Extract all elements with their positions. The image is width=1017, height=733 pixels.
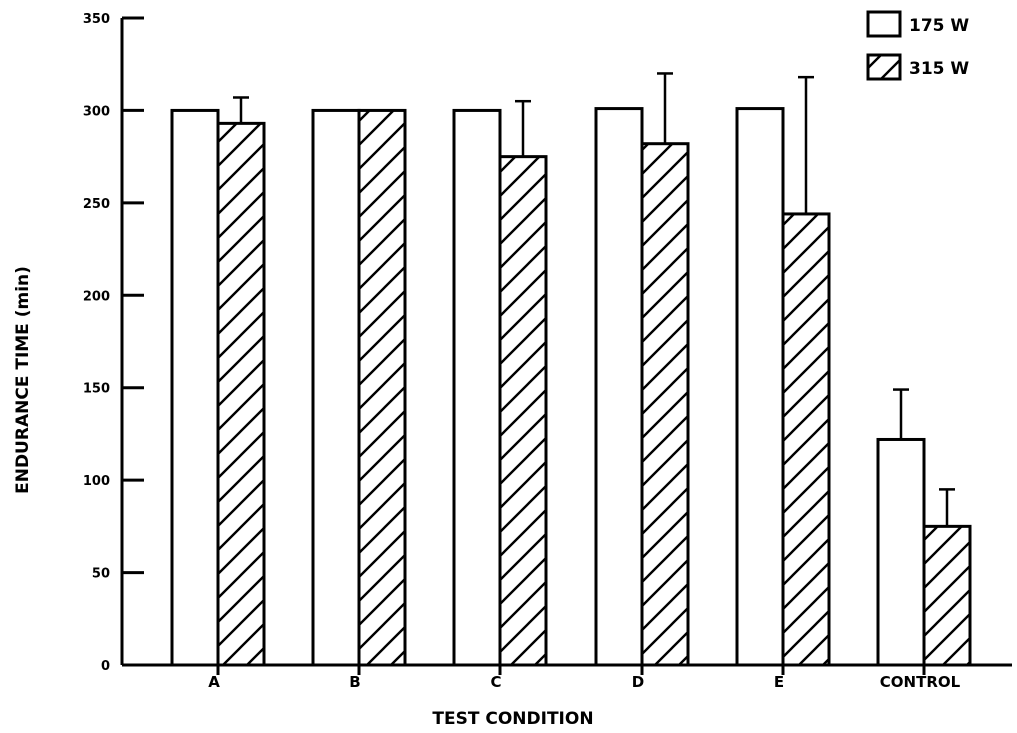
bar-series2-b bbox=[357, 108, 407, 667]
y-tick-label: 100 bbox=[83, 474, 110, 489]
x-tick-label: C bbox=[490, 673, 501, 691]
y-tick-label: 150 bbox=[83, 382, 110, 397]
legend-label: 175 W bbox=[909, 16, 969, 36]
x-tick-label: B bbox=[349, 673, 360, 691]
y-axis-label: ENDURANCE TIME (min) bbox=[13, 266, 33, 494]
legend-swatch bbox=[866, 10, 902, 38]
bar-series2-e bbox=[781, 212, 831, 667]
legend-swatch bbox=[866, 53, 902, 81]
error-bars bbox=[233, 72, 955, 527]
y-tick-label: 200 bbox=[83, 289, 110, 304]
bar-series2-a bbox=[216, 121, 266, 667]
legend: 175 W 315 W bbox=[866, 10, 969, 81]
x-tick-label: CONTROL bbox=[880, 673, 961, 691]
x-tick-label: D bbox=[632, 673, 644, 691]
bar-series2-c bbox=[498, 155, 548, 667]
axes: 0 50 100 150 200 250 300 350 A B C D E CONTROL bbox=[83, 12, 1012, 691]
y-tick-label: 50 bbox=[92, 567, 110, 582]
x-tick-label: E bbox=[774, 673, 784, 691]
bar-series1-control bbox=[876, 437, 926, 667]
x-axis-label: TEST CONDITION bbox=[432, 709, 593, 729]
y-tick-label: 0 bbox=[101, 659, 110, 674]
y-tick-label: 300 bbox=[83, 104, 110, 119]
x-tick-label: A bbox=[208, 673, 220, 691]
bar-series2-d bbox=[640, 142, 690, 667]
legend-label: 315 W bbox=[909, 59, 969, 79]
y-tick-label: 250 bbox=[83, 197, 110, 212]
y-tick-label: 350 bbox=[83, 12, 110, 27]
bar-series1-d bbox=[594, 107, 644, 667]
bar-series1-a bbox=[170, 108, 220, 667]
bar-series1-c bbox=[452, 108, 502, 667]
bar-series1-e bbox=[735, 107, 785, 667]
bar-series2-control bbox=[922, 524, 972, 667]
bars bbox=[170, 107, 972, 667]
bar-series1-b bbox=[311, 108, 361, 667]
